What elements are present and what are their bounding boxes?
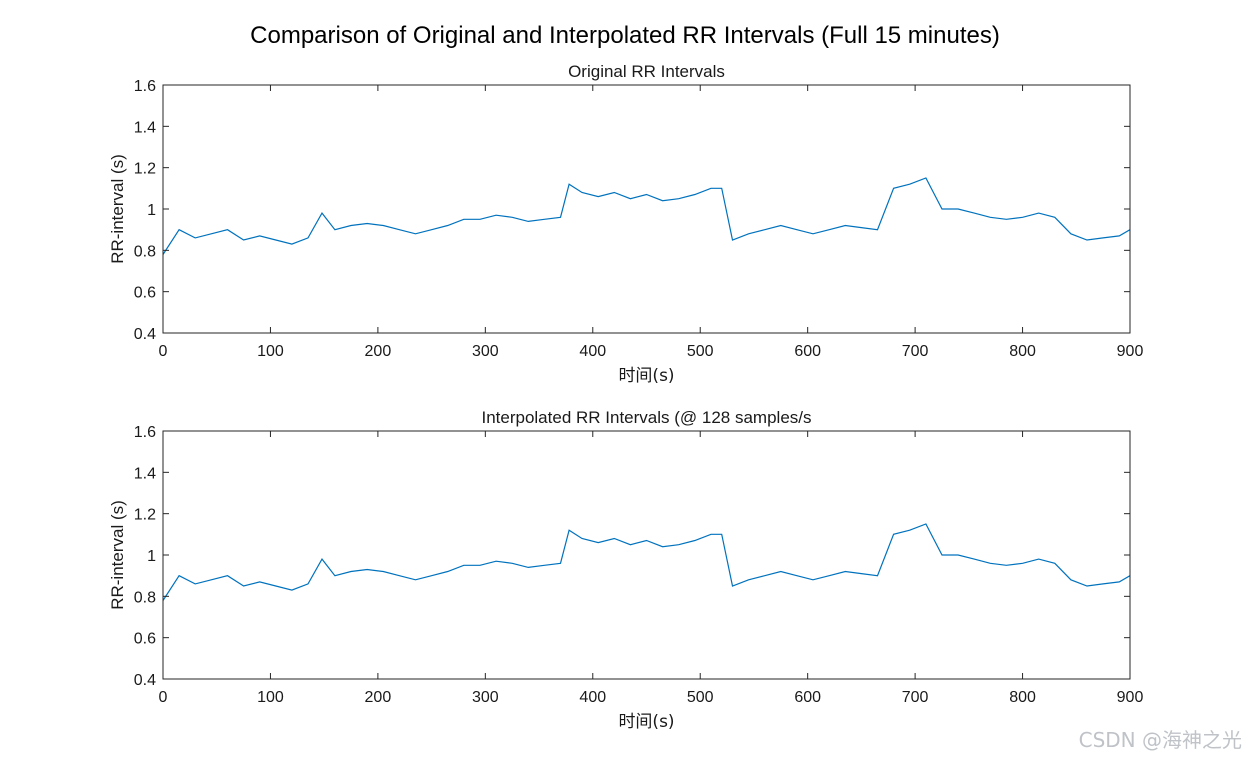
y-tick-label: 0.6 <box>134 285 156 302</box>
x-tick-label: 900 <box>1117 689 1144 706</box>
subplot-title: Original RR Intervals <box>568 62 725 81</box>
x-tick-label: 100 <box>257 689 284 706</box>
x-tick-label: 700 <box>902 689 929 706</box>
y-tick-label: 1 <box>147 202 156 219</box>
x-tick-label: 500 <box>687 689 714 706</box>
y-tick-label: 0.4 <box>134 326 156 343</box>
y-tick-label: 1.4 <box>134 465 156 482</box>
x-tick-label: 600 <box>794 689 821 706</box>
x-tick-label: 800 <box>1009 689 1036 706</box>
y-tick-label: 1.2 <box>134 161 156 178</box>
x-tick-label: 0 <box>159 343 168 360</box>
x-tick-label: 0 <box>159 689 168 706</box>
x-tick-label: 800 <box>1009 343 1036 360</box>
y-axis-label: RR-interval (s) <box>108 154 127 264</box>
x-tick-label: 200 <box>365 689 392 706</box>
y-tick-label: 0.6 <box>134 631 156 648</box>
y-tick-label: 1.6 <box>134 78 156 95</box>
figure-suptitle: Comparison of Original and Interpolated … <box>250 22 1000 49</box>
y-tick-label: 1 <box>147 548 156 565</box>
y-tick-label: 0.8 <box>134 243 156 260</box>
x-tick-label: 900 <box>1117 343 1144 360</box>
subplot-title: Interpolated RR Intervals (@ 128 samples… <box>481 408 811 427</box>
y-tick-label: 1.2 <box>134 507 156 524</box>
series-line-0 <box>163 177 1130 255</box>
x-axis-label: 时间(s) <box>618 712 674 732</box>
x-tick-label: 100 <box>257 343 284 360</box>
y-tick-label: 0.4 <box>134 672 156 689</box>
x-axis-label: 时间(s) <box>618 366 674 386</box>
x-tick-label: 400 <box>579 689 606 706</box>
x-tick-label: 300 <box>472 343 499 360</box>
x-tick-label: 700 <box>902 343 929 360</box>
subplot-interpolated: 0 100 200 300 400 500 600 700 800 900 0.4 0.6 0.8 1 1.… <box>108 408 1143 732</box>
watermark: CSDN @海神之光 <box>1078 728 1242 752</box>
x-tick-label: 500 <box>687 343 714 360</box>
x-tick-label: 400 <box>579 343 606 360</box>
x-tick-label: 200 <box>365 343 392 360</box>
x-tick-label: 300 <box>472 689 499 706</box>
series-line-0 <box>163 523 1130 601</box>
subplot-original: 0 100 200 300 400 500 600 700 800 900 0.4 0.6 0.8 1 1.… <box>108 62 1143 386</box>
x-tick-label: 600 <box>794 343 821 360</box>
y-axis-label: RR-interval (s) <box>108 500 127 610</box>
y-tick-label: 0.8 <box>134 589 156 606</box>
y-tick-label: 1.6 <box>134 424 156 441</box>
y-tick-label: 1.4 <box>134 119 156 136</box>
